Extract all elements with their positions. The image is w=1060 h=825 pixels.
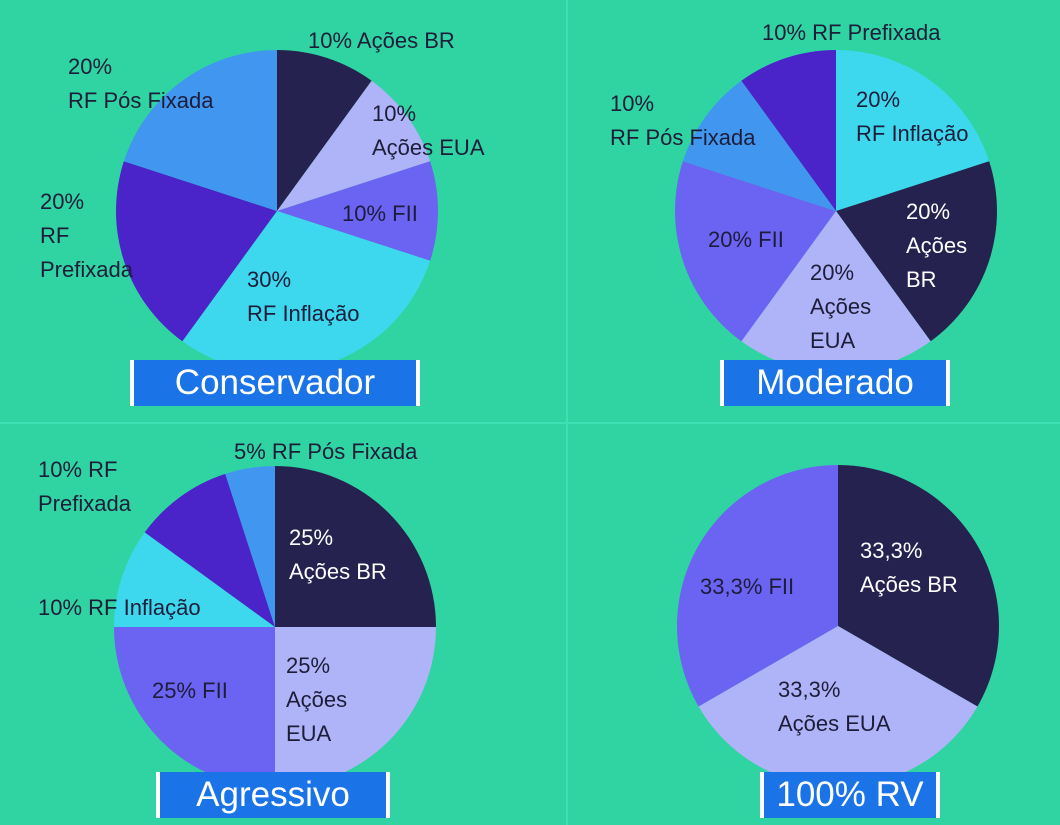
- pie-slice-agressivo-fii: [114, 627, 275, 788]
- title-moderado: Moderado: [720, 360, 950, 406]
- pie-slice-moderado-a-es-eua: [741, 211, 931, 372]
- slice-label-100-rv-a-es-eua: 33,3% Ações EUA: [778, 677, 891, 736]
- slice-label-agressivo-a-es-eua: 25% Ações EUA: [286, 653, 347, 746]
- pie-slice-moderado-a-es-br: [836, 161, 997, 342]
- slice-label-100-rv-a-es-br: 33,3% Ações BR: [860, 538, 958, 597]
- slice-label-moderado-fii: 20% FII: [708, 227, 784, 252]
- slice-label-conservador-a-es-br: 10% Ações BR: [308, 28, 455, 53]
- pie-slice-moderado-fii: [675, 161, 836, 342]
- pie-slice-conservador-rf-p-s-fixada: [123, 50, 277, 211]
- pie-slice-100-rv-fii: [677, 465, 838, 707]
- slice-label-agressivo-rf-prefixada: 10% RF Prefixada: [38, 457, 132, 516]
- pie-slice-agressivo-rf-p-s-fixada: [225, 466, 275, 627]
- pie-slice-100-rv-a-es-br: [838, 465, 999, 707]
- slice-label-conservador-rf-infla-o: 30% RF Inflação: [247, 267, 360, 326]
- slice-label-conservador-rf-p-s-fixada: 20% RF Pós Fixada: [68, 54, 214, 113]
- slice-label-moderado-rf-prefixada: 10% RF Prefixada: [762, 20, 941, 45]
- pie-slice-moderado-rf-prefixada: [741, 50, 836, 211]
- pie-slice-agressivo-rf-prefixada: [144, 473, 275, 627]
- pie-slice-conservador-rf-infla-o: [182, 211, 431, 372]
- slice-label-moderado-rf-infla-o: 20% RF Inflação: [856, 87, 969, 146]
- pie-slice-100-rv-a-es-eua: [698, 626, 978, 787]
- pie-agressivo: 25% Ações BR 25% Ações EUA 25% FII 10% RF Infl…: [38, 439, 436, 788]
- pie-slice-agressivo-a-es-eua: [275, 627, 436, 788]
- title-agressivo: Agressivo: [156, 772, 390, 818]
- pie-moderado: 20% RF Inflação 20% Ações BR 20% Ações EUA 20% F…: [610, 20, 997, 372]
- slice-label-conservador-a-es-eua: 10% Ações EUA: [372, 101, 485, 160]
- pie-slice-conservador-rf-prefixada: [116, 161, 277, 342]
- divider-vertical: [566, 0, 568, 825]
- slice-label-agressivo-rf-infla-o: 10% RF Inflação: [38, 595, 201, 620]
- slice-label-conservador-fii: 10% FII: [342, 201, 418, 226]
- pie-slice-moderado-rf-p-s-fixada: [682, 80, 836, 211]
- title-100-rv: 100% RV: [760, 772, 940, 818]
- slice-label-agressivo-a-es-br: 25% Ações BR: [289, 525, 387, 584]
- slice-label-100-rv-fii: 33,3% FII: [700, 574, 794, 599]
- pie-slice-conservador-fii: [277, 161, 438, 261]
- slice-label-moderado-a-es-eua: 20% Ações EUA: [810, 260, 871, 353]
- title-conservador: Conservador: [130, 360, 420, 406]
- pie-slice-conservador-a-es-br: [277, 50, 372, 211]
- pie-100-rv: 33,3% Ações BR 33,3% Ações EUA 33,3% FII: [677, 465, 999, 787]
- pie-slice-moderado-rf-infla-o: [836, 50, 990, 211]
- divider-horizontal: [0, 422, 1060, 424]
- slice-label-agressivo-fii: 25% FII: [152, 678, 228, 703]
- pie-conservador: 10% Ações BR 10% Ações EUA 10% FII 30% RF Inf…: [40, 28, 485, 372]
- pie-slice-agressivo-rf-infla-o: [114, 532, 275, 627]
- pie-slice-conservador-a-es-eua: [277, 80, 431, 211]
- slice-label-moderado-rf-p-s-fixada: 10% RF Pós Fixada: [610, 91, 756, 150]
- slice-label-conservador-rf-prefixada: 20% RF Prefixada: [40, 189, 134, 282]
- pie-slice-agressivo-a-es-br: [275, 466, 436, 627]
- slice-label-moderado-a-es-br: 20% Ações BR: [906, 199, 967, 292]
- slice-label-agressivo-rf-p-s-fixada: 5% RF Pós Fixada: [234, 439, 418, 464]
